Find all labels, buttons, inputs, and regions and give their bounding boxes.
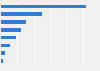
Bar xyxy=(1,59,3,63)
Bar xyxy=(1,36,16,39)
Bar xyxy=(1,44,10,47)
Bar xyxy=(1,28,21,32)
Bar xyxy=(1,5,86,8)
Bar xyxy=(1,20,26,24)
Bar xyxy=(1,51,5,55)
Bar xyxy=(1,12,42,16)
